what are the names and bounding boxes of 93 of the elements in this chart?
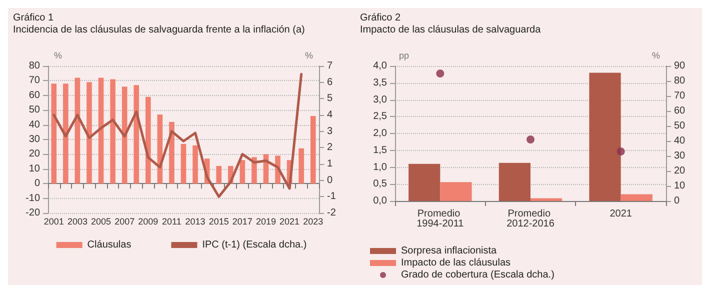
y2-tick-label: 0 [327,174,333,186]
y-tick-label: -20 [26,208,40,218]
y2-axis-title: % [305,50,314,60]
y-tick-label: 3,0 [373,94,388,106]
bar [530,198,562,201]
y-tick-label: 4,0 [373,60,388,72]
bar [298,148,304,184]
legend-label: Cláusulas [87,240,132,250]
x-tick-label: 2005 [91,216,112,226]
x-tick-label: 2013 [185,216,206,226]
y2-tick-label: 80 [674,76,686,86]
point [526,136,534,144]
x-tick-label: 2011 [162,216,182,226]
y2-tick-label: 3 [327,126,333,137]
y-tick-label: -10 [26,192,40,204]
bar [110,79,116,184]
y-tick-label: 60 [28,90,40,101]
point [616,148,625,156]
x-tick-label: 2003 [67,216,88,226]
bar [310,116,316,184]
y2-tick-label: 70 [674,90,686,102]
bar [169,122,174,184]
y2-tick-label: 1 [327,158,333,170]
chart-title: Gráfico 2 [360,12,402,24]
y-tick-label: 70 [28,75,40,86]
x-tick-label: 2021 [280,216,300,226]
y-tick-label: 80 [28,60,40,72]
bar [134,85,140,184]
x-tick-label: 2007 [114,216,135,226]
y2-tick-label: 90 [674,60,686,72]
x-tick-label: 2023 [303,216,324,226]
y-tick-label: 2,5 [373,111,388,122]
x-tick-label: 2001 [44,216,64,226]
y2-tick-label: 60 [674,106,686,116]
chart-title: Gráfico 1 [13,12,54,24]
y-tick-label: 40 [28,119,40,130]
point [436,70,444,78]
bar [498,162,530,201]
x-tick-label: Promedio 1994-2011 [416,208,464,230]
y-tick-label: 30 [28,134,40,145]
y2-tick-label: 2 [327,142,333,154]
bar [146,96,151,184]
bar [589,72,621,201]
legend-label: Grado de cobertura (Escala dcha.) [401,270,554,280]
line-series [52,72,303,198]
bar [440,182,472,201]
y2-tick-label: 50 [674,120,686,132]
y-tick-label: 3,5 [373,77,388,88]
x-tick-label: 2009 [138,216,158,226]
y-tick-label: 0,0 [373,196,388,206]
y-tick-label: 2,0 [373,128,388,139]
y-tick-label: 0 [34,178,40,190]
bar [98,78,104,184]
y-tick-label: 20 [28,148,40,160]
y2-tick-label: 30 [674,150,686,162]
y2-tick-label: 40 [674,136,686,146]
y-tick-label: 1,0 [373,162,388,173]
y2-tick-label: -1 [327,191,336,202]
chart-subtitle: Impacto de las cláusulas de salvaguarda [360,24,542,36]
x-tick-label: 2015 [208,216,229,226]
chart-subtitle: Incidencia de las cláusulas de salvaguarda frente a la inflación (a) [13,24,305,36]
x-tick-label: Promedio 2012-2016 [506,208,555,230]
bar [192,145,198,184]
y2-tick-label: 5 [327,93,333,104]
y-tick-label: 10 [28,163,40,174]
bar [408,164,440,201]
x-tick-label: 2019 [256,216,276,226]
x-tick-label: 2021 [610,208,632,220]
legend-label: Impacto de las cláusulas [401,258,511,268]
bar [216,166,222,184]
y-axis-title: pp [398,50,409,60]
legend-label: IPC (t-1) (Escala dcha.) [202,240,307,250]
bar [122,86,128,184]
y2-tick-label: 7 [327,60,333,72]
y2-axis-title: % [652,50,660,60]
legend-label: Sorpresa inflacionista [401,246,498,256]
y2-tick-label: -2 [327,208,336,218]
y2-tick-label: 0 [674,196,680,206]
y2-tick-label: 4 [327,110,333,120]
bar [51,84,57,184]
y2-tick-label: 10 [674,180,686,192]
y-tick-label: 50 [28,104,40,116]
bar [240,160,246,184]
y-tick-label: 1,5 [373,144,388,156]
bar [180,144,186,184]
bar [620,194,652,201]
bar [63,84,68,184]
x-tick-label: 2017 [232,216,252,226]
y2-tick-label: 20 [674,166,686,176]
y2-tick-label: 6 [327,76,333,88]
bar [86,82,92,184]
y-axis-title: % [54,50,62,60]
y-tick-label: 0,5 [373,178,388,190]
